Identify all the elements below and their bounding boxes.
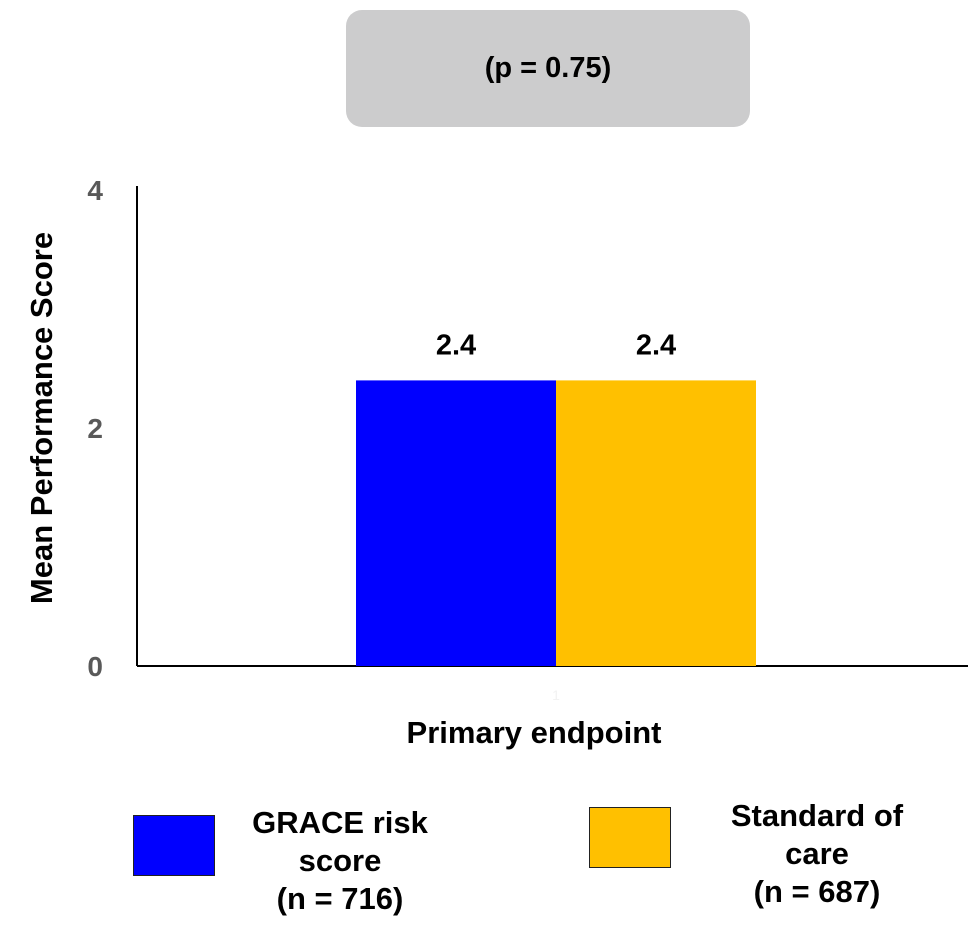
- legend-label-grace-line1: GRACE risk: [252, 805, 428, 840]
- p-value-annotation-box: (p = 0.75): [346, 10, 750, 127]
- legend-label-grace-line2: score: [298, 843, 382, 878]
- bar-series-2: [556, 380, 756, 666]
- legend-label-grace: GRACE risk score (n = 716): [225, 804, 455, 918]
- legend-label-standard-line2: care: [785, 836, 849, 871]
- y-axis-title: Mean Performance Score: [24, 232, 59, 604]
- legend-label-standard: Standard of care (n = 687): [697, 797, 937, 911]
- p-value-text: (p = 0.75): [484, 52, 612, 84]
- bar-series-1: [356, 380, 556, 666]
- data-label-series-2: 2.4: [636, 329, 676, 361]
- y-tick-label-4: 4: [87, 175, 103, 206]
- legend-label-grace-line3: (n = 716): [276, 881, 404, 916]
- legend-swatch-grace: [133, 815, 215, 876]
- legend-label-standard-line3: (n = 687): [753, 874, 881, 909]
- legend-swatch-standard: [589, 807, 671, 868]
- legend-label-standard-line1: Standard of: [730, 798, 904, 833]
- y-tick-label-2: 2: [87, 413, 103, 444]
- y-tick-label-0: 0: [87, 651, 103, 682]
- x-axis-title: Primary endpoint: [407, 715, 662, 750]
- data-label-series-1: 2.4: [436, 329, 476, 361]
- x-tick-label-1: 1: [552, 687, 560, 703]
